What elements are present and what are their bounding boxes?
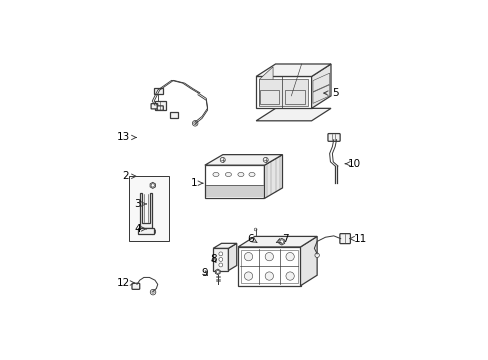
Text: 6: 6 bbox=[247, 234, 256, 244]
Bar bbox=[238, 247, 300, 286]
Polygon shape bbox=[256, 108, 330, 121]
Polygon shape bbox=[259, 79, 307, 105]
Text: 4: 4 bbox=[134, 224, 146, 234]
Bar bbox=[154, 88, 163, 94]
Circle shape bbox=[151, 184, 154, 187]
Text: 1: 1 bbox=[190, 178, 203, 188]
Ellipse shape bbox=[237, 172, 244, 176]
Circle shape bbox=[151, 230, 154, 233]
Bar bbox=[128, 176, 168, 242]
Circle shape bbox=[264, 252, 273, 261]
Circle shape bbox=[192, 121, 198, 126]
Text: 2: 2 bbox=[122, 171, 136, 181]
Polygon shape bbox=[264, 155, 282, 198]
FancyBboxPatch shape bbox=[327, 134, 340, 141]
Bar bbox=[155, 101, 165, 110]
Circle shape bbox=[314, 253, 319, 257]
Circle shape bbox=[254, 228, 257, 231]
Polygon shape bbox=[311, 64, 330, 108]
Circle shape bbox=[263, 157, 267, 162]
Polygon shape bbox=[215, 269, 220, 275]
Bar bbox=[170, 112, 178, 118]
Text: 11: 11 bbox=[349, 234, 366, 244]
FancyBboxPatch shape bbox=[132, 283, 140, 289]
Ellipse shape bbox=[212, 172, 219, 176]
Circle shape bbox=[244, 272, 252, 280]
Circle shape bbox=[264, 272, 273, 280]
Text: 5: 5 bbox=[323, 88, 338, 98]
Polygon shape bbox=[278, 238, 284, 245]
Circle shape bbox=[219, 252, 223, 256]
Polygon shape bbox=[228, 243, 236, 270]
FancyBboxPatch shape bbox=[151, 104, 158, 109]
Text: 3: 3 bbox=[134, 199, 146, 209]
Polygon shape bbox=[150, 229, 155, 235]
Bar bbox=[213, 248, 228, 270]
Circle shape bbox=[280, 240, 283, 243]
Circle shape bbox=[220, 157, 225, 162]
Text: 9: 9 bbox=[201, 268, 208, 278]
Circle shape bbox=[152, 291, 154, 293]
Circle shape bbox=[285, 272, 294, 280]
Polygon shape bbox=[204, 155, 282, 165]
Polygon shape bbox=[259, 67, 272, 105]
Text: 8: 8 bbox=[209, 255, 216, 264]
Circle shape bbox=[193, 122, 196, 125]
Polygon shape bbox=[256, 76, 311, 108]
Text: 13: 13 bbox=[117, 132, 136, 143]
Polygon shape bbox=[140, 193, 152, 228]
Bar bbox=[259, 90, 279, 104]
Bar bbox=[204, 165, 264, 198]
Polygon shape bbox=[213, 243, 236, 248]
Ellipse shape bbox=[248, 172, 255, 176]
Polygon shape bbox=[238, 237, 317, 247]
Bar bbox=[285, 90, 304, 104]
Polygon shape bbox=[150, 182, 155, 188]
Circle shape bbox=[219, 257, 223, 261]
Polygon shape bbox=[138, 228, 154, 234]
Circle shape bbox=[244, 252, 252, 261]
Circle shape bbox=[219, 263, 223, 267]
FancyBboxPatch shape bbox=[339, 234, 350, 244]
Text: 12: 12 bbox=[117, 278, 134, 288]
Circle shape bbox=[150, 289, 156, 295]
Text: 10: 10 bbox=[345, 159, 360, 169]
Circle shape bbox=[285, 252, 294, 261]
Circle shape bbox=[216, 270, 219, 273]
Text: 7: 7 bbox=[276, 234, 288, 244]
Polygon shape bbox=[300, 237, 317, 286]
FancyBboxPatch shape bbox=[157, 106, 163, 110]
Polygon shape bbox=[256, 64, 330, 76]
Bar bbox=[241, 250, 297, 283]
Ellipse shape bbox=[225, 172, 231, 176]
